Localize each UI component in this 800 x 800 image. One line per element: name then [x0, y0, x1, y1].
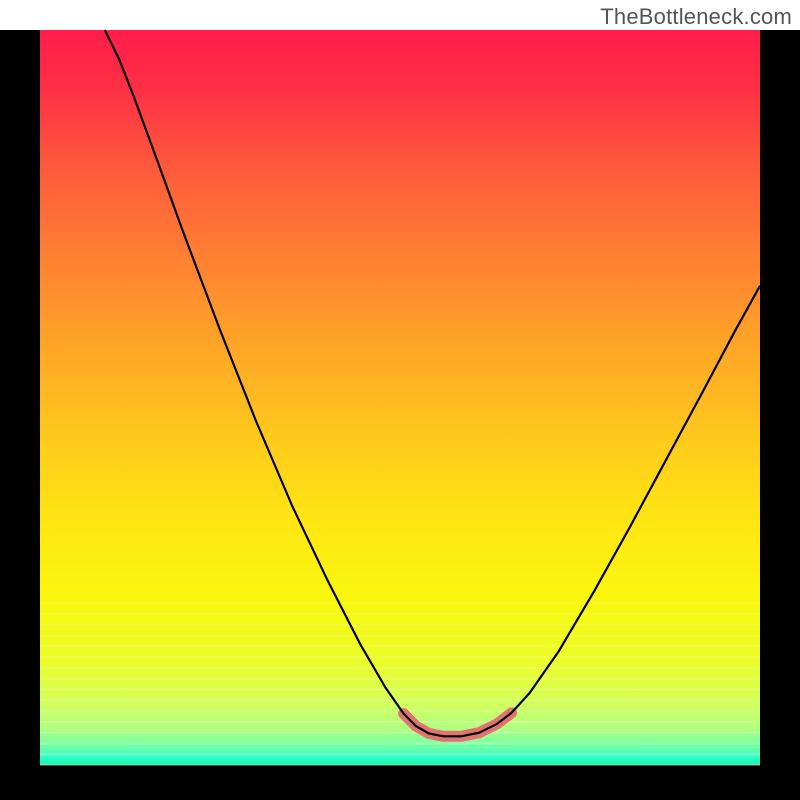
plot-background — [40, 30, 760, 765]
frame-bottom — [0, 765, 800, 800]
watermark-text: TheBottleneck.com — [600, 4, 792, 30]
bottleneck-chart — [0, 0, 800, 800]
